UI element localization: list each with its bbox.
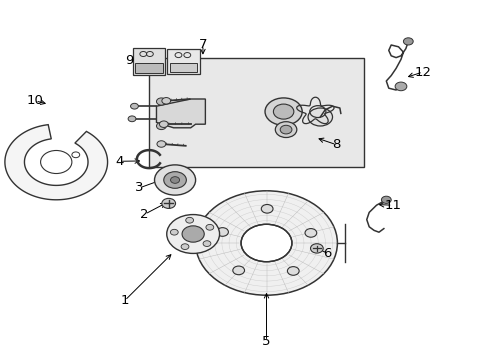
Circle shape	[305, 229, 316, 237]
Circle shape	[216, 228, 228, 236]
Text: 12: 12	[414, 66, 430, 78]
Circle shape	[195, 191, 337, 295]
FancyBboxPatch shape	[170, 63, 197, 72]
Polygon shape	[5, 125, 107, 200]
Circle shape	[154, 165, 195, 195]
Circle shape	[182, 226, 204, 242]
Circle shape	[264, 98, 302, 125]
FancyBboxPatch shape	[149, 58, 364, 167]
Circle shape	[162, 198, 175, 208]
Circle shape	[157, 141, 165, 147]
FancyBboxPatch shape	[167, 49, 199, 74]
Circle shape	[310, 244, 323, 253]
FancyBboxPatch shape	[133, 48, 165, 75]
Circle shape	[163, 172, 186, 188]
FancyBboxPatch shape	[135, 63, 163, 73]
Circle shape	[185, 217, 193, 223]
Circle shape	[287, 267, 299, 275]
Circle shape	[166, 215, 219, 253]
Circle shape	[307, 108, 332, 126]
Circle shape	[241, 224, 291, 262]
Circle shape	[261, 204, 272, 213]
Circle shape	[203, 241, 210, 247]
Circle shape	[273, 104, 293, 119]
Circle shape	[162, 98, 170, 104]
Text: 10: 10	[27, 94, 43, 107]
Circle shape	[156, 98, 166, 105]
Circle shape	[181, 244, 188, 249]
Text: 5: 5	[262, 335, 270, 348]
Text: 8: 8	[331, 138, 340, 151]
Circle shape	[381, 196, 390, 203]
Circle shape	[128, 116, 136, 122]
Circle shape	[205, 224, 213, 230]
Text: 4: 4	[115, 155, 124, 168]
Text: 6: 6	[323, 247, 331, 260]
Text: 9: 9	[124, 54, 133, 67]
Circle shape	[170, 229, 178, 235]
Text: 11: 11	[384, 199, 400, 212]
Polygon shape	[156, 99, 205, 128]
Circle shape	[275, 122, 296, 138]
Circle shape	[280, 125, 291, 134]
Circle shape	[41, 150, 72, 174]
Circle shape	[156, 122, 166, 130]
Circle shape	[394, 82, 406, 91]
Text: 2: 2	[140, 208, 149, 221]
Circle shape	[130, 103, 138, 109]
Text: 7: 7	[198, 39, 207, 51]
Circle shape	[403, 38, 412, 45]
Circle shape	[159, 121, 168, 127]
Text: 1: 1	[120, 294, 129, 307]
Circle shape	[170, 177, 179, 183]
Circle shape	[232, 266, 244, 275]
Text: 3: 3	[135, 181, 143, 194]
